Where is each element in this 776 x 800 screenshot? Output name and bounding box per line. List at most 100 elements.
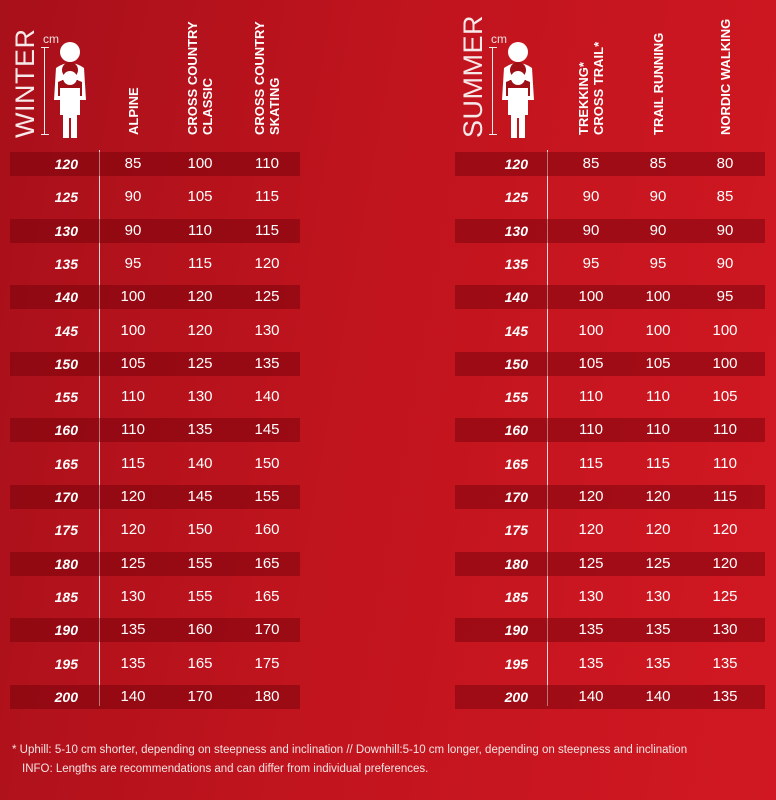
- pole-length-cell: 145: [187, 488, 213, 505]
- pole-length-cell: 115: [255, 188, 279, 206]
- body-height-cell: 150: [54, 355, 78, 372]
- column-header-line: CLASSIC: [200, 77, 215, 135]
- winter-table-row: 175 120 150 160: [10, 518, 300, 542]
- pole-length-cell: 110: [121, 421, 145, 439]
- body-height-cell: 190: [504, 622, 528, 639]
- column-header-line: TREKKING*: [576, 62, 591, 135]
- body-height-cell: 120: [54, 156, 78, 172]
- pole-length-cell: 135: [578, 654, 604, 672]
- winter-table-row: 140 100 120 125: [10, 285, 300, 310]
- pole-length-cell: 105: [187, 188, 213, 206]
- pole-length-cell: 180: [254, 687, 280, 705]
- person-height-icon: [50, 40, 90, 145]
- pole-length-cell: 140: [187, 454, 213, 472]
- summer-column-header-0: TREKKING* CROSS TRAIL*: [576, 42, 606, 135]
- summer-table-row: 155 110 110 105: [455, 385, 765, 409]
- pole-length-cell: 120: [120, 521, 146, 539]
- pole-length-cell: 140: [578, 687, 604, 705]
- summer-table-row: 140 100 100 95: [455, 285, 765, 310]
- winter-table-row: 200 140 170 180: [10, 684, 300, 709]
- winter-table-row: 150 105 125 135: [10, 351, 300, 376]
- winter-unit-label: cm: [43, 32, 59, 46]
- pole-length-cell: 120: [578, 488, 604, 505]
- pole-length-cell: 90: [582, 221, 600, 239]
- pole-length-cell: 115: [255, 221, 279, 239]
- pole-length-cell: 125: [712, 587, 738, 605]
- body-height-cell: 175: [54, 522, 78, 539]
- summer-column-header-2: NORDIC WALKING: [718, 19, 733, 135]
- pole-length-cell: 135: [712, 654, 738, 672]
- pole-length-cell: 125: [254, 288, 280, 306]
- pole-length-cell: 85: [582, 155, 600, 172]
- pole-length-cell: 105: [645, 354, 671, 372]
- pole-length-cell: 120: [645, 488, 671, 505]
- pole-length-cell: 110: [646, 421, 670, 439]
- pole-length-cell: 110: [579, 388, 603, 406]
- body-height-cell: 125: [54, 189, 78, 206]
- body-height-cell: 165: [54, 455, 78, 472]
- body-height-cell: 175: [504, 522, 528, 539]
- summer-table-row: 170 120 120 115: [455, 485, 765, 509]
- pole-length-cell: 140: [120, 687, 146, 705]
- pole-length-cell: 90: [582, 188, 600, 206]
- pole-length-cell: 150: [187, 521, 213, 539]
- body-height-cell: 155: [54, 389, 78, 406]
- pole-length-cell: 110: [255, 155, 279, 172]
- body-height-cell: 195: [54, 655, 78, 672]
- winter-title: WINTER: [10, 28, 40, 138]
- winter-divider: [99, 150, 100, 706]
- pole-length-cell: 110: [121, 388, 145, 406]
- pole-length-cell: 120: [120, 488, 146, 505]
- pole-length-cell: 110: [188, 221, 212, 239]
- winter-table-row: 195 135 165 175: [10, 652, 300, 676]
- winter-column-header-1: CROSS COUNTRY CLASSIC: [185, 21, 215, 135]
- body-height-cell: 145: [54, 322, 78, 339]
- body-height-cell: 180: [504, 555, 528, 572]
- pole-length-cell: 135: [645, 621, 671, 639]
- pole-length-cell: 85: [124, 155, 142, 172]
- column-header-line: CROSS COUNTRY: [185, 21, 200, 135]
- summer-table-row: 165 115 115 110: [455, 452, 765, 476]
- summer-table-row: 175 120 120 120: [455, 518, 765, 542]
- summer-table-row: 135 95 95 90: [455, 252, 765, 276]
- summer-table-row: 125 90 90 85: [455, 185, 765, 209]
- pole-length-cell: 120: [578, 521, 604, 539]
- winter-table-row: 185 130 155 165: [10, 585, 300, 609]
- pole-length-cell: 95: [649, 254, 667, 272]
- body-height-cell: 165: [504, 455, 528, 472]
- summer-divider: [547, 150, 548, 706]
- column-header-line: CROSS COUNTRY: [252, 21, 267, 135]
- pole-length-cell: 105: [120, 354, 146, 372]
- body-height-cell: 160: [54, 422, 78, 439]
- pole-length-cell: 115: [579, 454, 603, 472]
- pole-length-cell: 105: [578, 354, 604, 372]
- pole-length-cell: 130: [187, 388, 213, 406]
- body-height-cell: 200: [54, 688, 78, 705]
- pole-length-cell: 105: [712, 388, 738, 406]
- pole-length-cell: 135: [712, 687, 738, 705]
- summer-table-row: 180 125 125 120: [455, 551, 765, 576]
- body-height-cell: 135: [54, 255, 78, 272]
- pole-length-cell: 95: [582, 254, 600, 272]
- summer-table-row: 130 90 90 90: [455, 218, 765, 243]
- pole-length-cell: 90: [124, 188, 142, 206]
- pole-length-cell: 90: [649, 188, 667, 206]
- pole-length-cell: 100: [578, 321, 604, 339]
- pole-length-cell: 115: [121, 454, 145, 472]
- body-height-cell: 125: [504, 189, 528, 206]
- winter-table-row: 130 90 110 115: [10, 218, 300, 243]
- body-height-cell: 140: [504, 289, 528, 306]
- footnote-uphill-downhill: * Uphill: 5-10 cm shorter, depending on …: [12, 744, 688, 756]
- summer-table-row: 145 100 100 100: [455, 319, 765, 343]
- winter-table-row: 145 100 120 130: [10, 319, 300, 343]
- pole-length-cell: 150: [254, 454, 280, 472]
- pole-length-cell: 145: [254, 421, 280, 439]
- body-height-cell: 160: [504, 422, 528, 439]
- pole-length-cell: 95: [716, 288, 734, 306]
- summer-table-row: 195 135 135 135: [455, 652, 765, 676]
- pole-length-cell: 85: [716, 188, 734, 206]
- pole-length-cell: 120: [712, 521, 738, 539]
- pole-length-cell: 135: [120, 654, 146, 672]
- winter-table-row: 170 120 145 155: [10, 485, 300, 509]
- pole-length-cell: 140: [254, 388, 280, 406]
